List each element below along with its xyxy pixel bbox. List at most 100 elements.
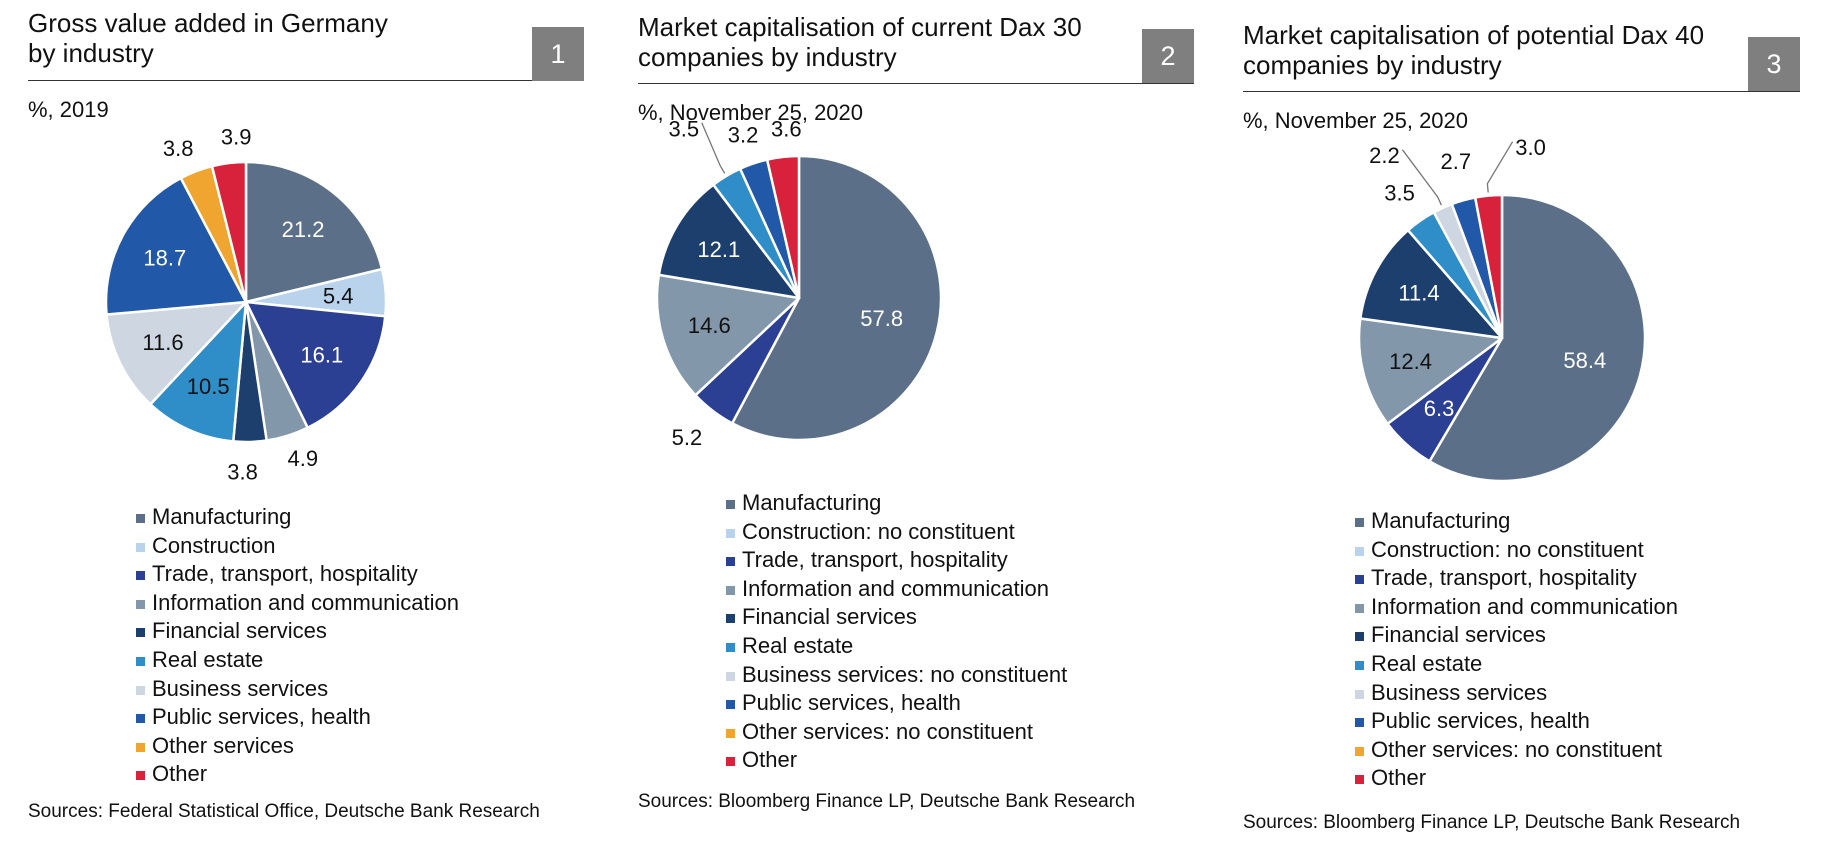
- legend-swatch: [726, 642, 735, 652]
- data-label: 2.7: [1441, 149, 1472, 174]
- legend-label: Trade, transport, hospitality: [742, 547, 1008, 573]
- pie-slice-public-services-health: [104, 176, 248, 316]
- legend-label: Financial services: [742, 604, 917, 630]
- chart-subtitle: %, November 25, 2020: [638, 100, 864, 125]
- legend-swatch: [726, 700, 735, 710]
- legend-swatch: [136, 571, 145, 581]
- legend-label: Business services: no constituent: [742, 661, 1068, 687]
- legend-label: Other services: no constituent: [1371, 736, 1663, 762]
- data-label: 18.7: [143, 245, 186, 270]
- legend-item-business-services: Business services: [1355, 679, 1678, 708]
- data-label: 4.9: [288, 446, 319, 471]
- legend-label: Manufacturing: [1371, 508, 1511, 533]
- legend-item-information-and-communication: Information and communication: [1355, 593, 1678, 622]
- chart-panel-gva: Gross value added in Germany by industry …: [28, 0, 584, 853]
- chart-legend: Manufacturing Construction Trade, transpor…: [136, 503, 459, 789]
- legend-swatch: [136, 514, 145, 523]
- legend-swatch: [1355, 775, 1364, 785]
- chart-title: Market capitalisation of current Dax 30 c…: [638, 12, 1108, 72]
- leader-line: [701, 122, 726, 174]
- pie-slice-manufacturing: [1428, 193, 1647, 483]
- legend-label: Information and communication: [152, 589, 459, 615]
- pie-slice-information-and-communication: [1357, 317, 1504, 425]
- legend-label: Real estate: [152, 646, 264, 672]
- legend-swatch: [1355, 718, 1364, 728]
- chart-number-badge: 3: [1748, 37, 1800, 91]
- legend-item-other: Other: [1355, 764, 1678, 793]
- legend-swatch: [726, 557, 735, 567]
- legend-item-construction: Construction: [136, 532, 459, 561]
- pie-slice-business-services: [105, 300, 248, 406]
- legend-swatch: [136, 685, 145, 695]
- legend-label: Other: [152, 761, 208, 787]
- pie-slice-real-estate: [149, 300, 248, 443]
- legend-item-business-services: Business services: [136, 675, 459, 704]
- legend-item-financial-services: Financial services: [1355, 621, 1678, 650]
- data-label: 3.0: [1515, 135, 1546, 160]
- legend-label: Construction: no constituent: [742, 518, 1015, 544]
- legend-item-public-services-health: Public services, health: [1355, 707, 1678, 736]
- pie-chart: 21.2 5.4 16.1 4.9 3.8 10.511.6 18.7 3.8 3.9: [104, 125, 388, 484]
- legend-swatch: [726, 500, 735, 509]
- legend-swatch: [1355, 575, 1364, 585]
- legend-item-financial-services: Financial services: [726, 603, 1067, 632]
- chart-title-line: by industry: [28, 38, 154, 68]
- chart-number-badge: 2: [1142, 29, 1194, 83]
- legend-swatch: [726, 614, 735, 624]
- legend-label: Information and communication: [1371, 593, 1678, 619]
- leader-line: [1401, 149, 1442, 206]
- pie-slice-trade-transport-hospitality: [244, 300, 387, 429]
- data-label: 5.4: [323, 283, 354, 308]
- data-label: 2.2: [1369, 143, 1400, 168]
- legend-label: Construction: [152, 532, 276, 558]
- pie-chart: 58.4 6.3 12.4 11.4 3.5 2.2 2.7 3.0: [1357, 135, 1647, 483]
- data-label: 16.1: [300, 342, 343, 367]
- data-label: 3.5: [1384, 181, 1415, 206]
- leader-line: [1486, 141, 1514, 193]
- data-label: 3.5: [669, 116, 700, 141]
- legend-label: Manufacturing: [152, 504, 292, 529]
- data-label: 12.1: [697, 237, 740, 262]
- data-label: 5.2: [672, 425, 703, 450]
- legend-item-public-services-health: Public services, health: [136, 703, 459, 732]
- data-label: 11.6: [142, 330, 183, 355]
- legend-label: Other: [742, 747, 798, 773]
- legend-swatch: [1355, 546, 1364, 556]
- legend-item-real-estate: Real estate: [726, 632, 1067, 661]
- legend-swatch: [726, 728, 735, 738]
- legend-item-other: Other: [136, 760, 459, 789]
- chart-title-line: Market capitalisation of potential Dax 4…: [1243, 20, 1705, 50]
- chart-title: Market capitalisation of potential Dax 4…: [1243, 20, 1713, 80]
- legend-label: Trade, transport, hospitality: [1371, 565, 1637, 591]
- chart-legend: Manufacturing Construction: no constituen…: [726, 489, 1067, 775]
- legend-swatch: [1355, 603, 1364, 613]
- legend-label: Business services: [152, 675, 329, 701]
- chart-title-line: Gross value added in Germany: [28, 8, 388, 38]
- legend-swatch: [1355, 518, 1364, 527]
- legend-item-manufacturing: Manufacturing: [136, 503, 459, 532]
- legend-item-real-estate: Real estate: [136, 646, 459, 675]
- legend-item-public-services-health: Public services, health: [726, 689, 1067, 718]
- legend-item-trade-transport-hospitality: Trade, transport, hospitality: [1355, 564, 1678, 593]
- legend-item-other-services: Other services: [136, 732, 459, 761]
- legend-swatch: [136, 542, 145, 552]
- legend-label: Financial services: [1371, 622, 1546, 648]
- legend-item-trade-transport-hospitality: Trade, transport, hospitality: [726, 546, 1067, 575]
- pie-slice-information-and-communication: [655, 273, 801, 397]
- legend-swatch: [726, 585, 735, 595]
- legend-label: Construction: no constituent: [1371, 536, 1644, 562]
- legend-swatch: [1355, 746, 1364, 756]
- legend-item-construction: Construction: no constituent: [1355, 536, 1678, 565]
- legend-label: Public services, health: [152, 704, 371, 730]
- pie-slice-other: [210, 160, 248, 304]
- legend-label: Financial services: [152, 618, 327, 644]
- legend-swatch: [1355, 632, 1364, 642]
- legend-item-information-and-communication: Information and communication: [726, 575, 1067, 604]
- chart-source: Sources: Bloomberg Finance LP, Deutsche …: [638, 791, 1136, 812]
- legend-item-business-services: Business services: no constituent: [726, 661, 1067, 690]
- legend-item-financial-services: Financial services: [136, 617, 459, 646]
- pie-slice-manufacturing: [730, 154, 943, 442]
- data-label: 3.8: [227, 459, 258, 484]
- data-label: 12.4: [1389, 349, 1432, 374]
- title-divider: [638, 83, 1194, 84]
